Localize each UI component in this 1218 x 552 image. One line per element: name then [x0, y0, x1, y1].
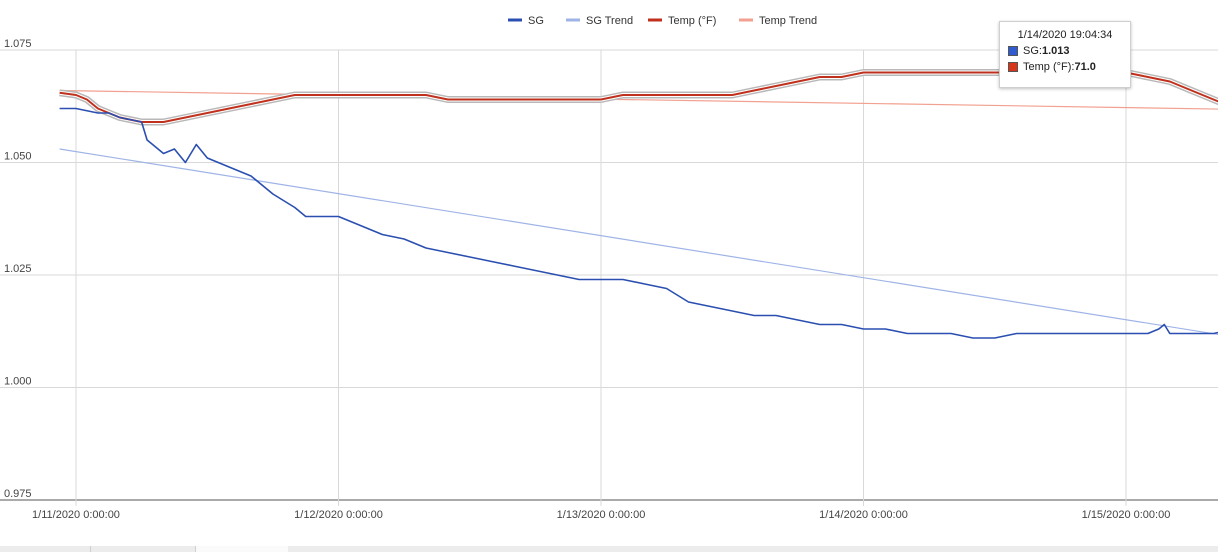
y-tick-label: 0.975	[4, 488, 32, 500]
sg-swatch-icon	[1008, 46, 1018, 56]
x-axis-ticks: 1/11/2020 0:00:00 1/12/2020 0:00:00 1/13/2…	[32, 509, 1170, 521]
y-tick-label: 1.075	[4, 38, 32, 50]
y-tick-label: 1.000	[4, 376, 32, 388]
legend-label: Temp Trend	[759, 15, 817, 27]
bottom-tab-strip	[0, 546, 1218, 552]
sg-trend-line	[59, 148, 1218, 336]
sheet-tab[interactable]	[195, 546, 288, 552]
tooltip-row-sg: SG: 1.013	[1008, 45, 1122, 57]
tooltip-temp-label: Temp (°F):	[1023, 61, 1075, 73]
series-layer	[59, 69, 1218, 339]
gridlines	[0, 49, 1218, 506]
sg-line	[59, 107, 1218, 339]
legend-label: SG	[528, 15, 544, 27]
legend-item-4[interactable]: Temp Trend	[739, 15, 817, 27]
y-tick-label: 1.050	[4, 151, 32, 163]
tooltip: 1/14/2020 19:04:34 SG: 1.013 Temp (°F): …	[999, 21, 1131, 88]
x-tick-label: 1/14/2020 0:00:00	[819, 509, 908, 521]
tooltip-temp-value: 71.0	[1074, 61, 1096, 73]
temp-swatch-icon	[1008, 62, 1018, 72]
y-axis-ticks: 0.975 1.000 1.025 1.050 1.075	[4, 38, 32, 500]
legend-label: SG Trend	[586, 15, 633, 27]
sheet-tab[interactable]	[90, 546, 191, 552]
x-tick-label: 1/11/2020 0:00:00	[32, 509, 120, 521]
tooltip-sg-value: 1.013	[1041, 45, 1070, 57]
x-tick-label: 1/13/2020 0:00:00	[557, 509, 646, 521]
tooltip-title: 1/14/2020 19:04:34	[1017, 29, 1113, 41]
legend-label: Temp (°F)	[668, 15, 716, 27]
y-tick-label: 1.025	[4, 263, 32, 275]
legend-item-3[interactable]: Temp (°F)	[648, 15, 716, 27]
legend[interactable]: SG SG Trend Temp (°F) Temp Trend	[508, 15, 817, 27]
tooltip-sg-label: SG:	[1023, 45, 1042, 57]
legend-item-2[interactable]: SG Trend	[566, 15, 633, 27]
temp-line	[59, 71, 1218, 123]
x-tick-label: 1/12/2020 0:00:00	[294, 509, 383, 521]
x-tick-label: 1/15/2020 0:00:00	[1082, 509, 1171, 521]
legend-item-1[interactable]: SG	[508, 15, 544, 27]
tooltip-row-temp: Temp (°F): 71.0	[1008, 61, 1122, 73]
